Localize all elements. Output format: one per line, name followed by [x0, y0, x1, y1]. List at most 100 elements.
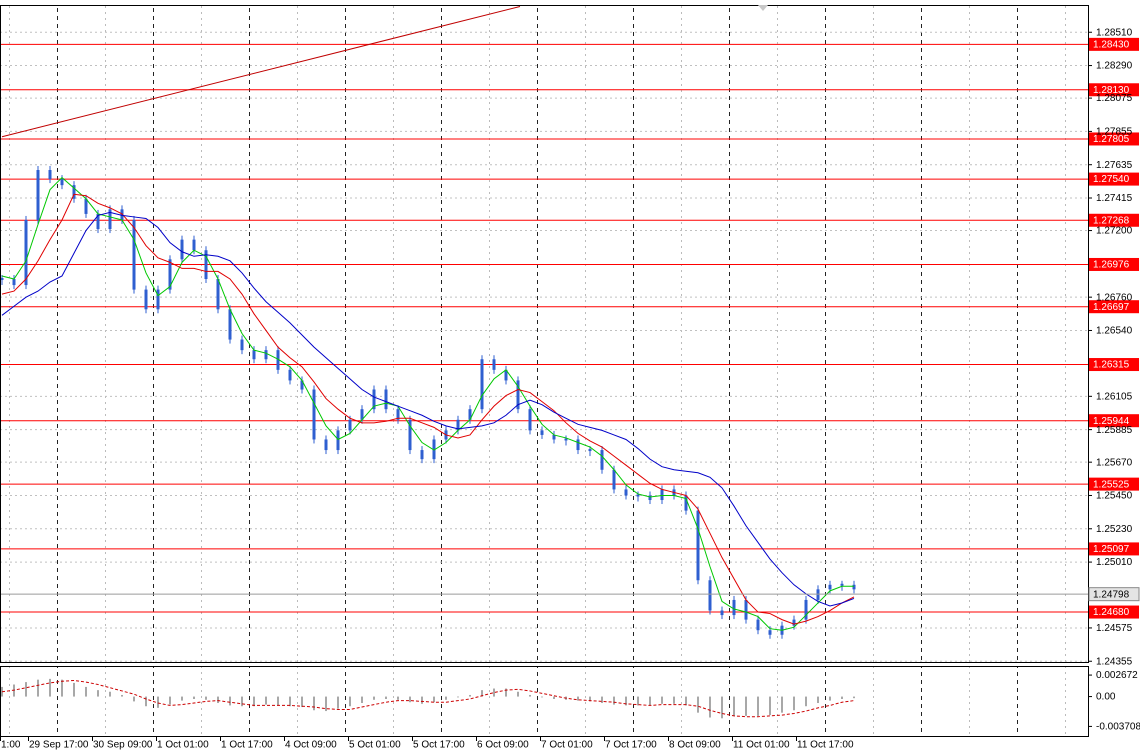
price-panel-frame: [0, 5, 1089, 663]
oscillator-bar: [433, 696, 436, 703]
oscillator-bar: [301, 696, 304, 708]
level-label: 1.26697: [1093, 302, 1130, 313]
level-label: 1.28430: [1093, 40, 1130, 51]
level-label-box: [1089, 132, 1139, 146]
oscillator-bar: [169, 696, 172, 705]
x-tick-label: 7 Oct 17:00: [605, 740, 657, 751]
oscillator-bar: [685, 696, 688, 706]
y-tick-label: 1.26105: [1096, 391, 1133, 402]
y-tick-label: 1.25010: [1096, 557, 1133, 568]
oscillator-bar: [445, 696, 448, 700]
moving-average: [1, 193, 855, 625]
oscillator-bar: [217, 696, 220, 704]
x-tick-label: 1:00: [1, 740, 21, 751]
oscillator-bar: [313, 696, 316, 711]
y-tick-label: 1.28290: [1096, 61, 1133, 72]
oscillator-bar: [757, 696, 760, 716]
y-tick-label: 0.002672: [1096, 670, 1138, 681]
oscillator-bar: [25, 682, 28, 697]
y-tick-label: 1.25450: [1096, 491, 1133, 502]
y-tick-label: 1.27415: [1096, 193, 1133, 204]
major-grid: [0, 666, 1088, 736]
oscillator-bar: [469, 694, 472, 697]
oscillator-bar: [397, 696, 400, 700]
level-label: 1.27268: [1093, 215, 1130, 226]
y-tick-label: 1.27200: [1096, 226, 1133, 237]
oscillator-bar: [769, 696, 772, 716]
major-grid: [0, 5, 1088, 662]
level-label: 1.24680: [1093, 607, 1130, 618]
oscillator-bar: [253, 696, 256, 707]
level-label-box: [1089, 542, 1139, 556]
level-label: 1.25097: [1093, 544, 1130, 555]
moving-average: [1, 176, 854, 631]
x-tick-label: 6 Oct 09:00: [477, 740, 529, 751]
level-label-box: [1089, 300, 1139, 314]
oscillator-bar: [625, 696, 628, 706]
oscillator-bar: [85, 686, 88, 697]
oscillator-bar: [805, 696, 808, 707]
y-tick-label: 1.25885: [1096, 425, 1133, 436]
moving-average: [1, 211, 855, 607]
x-tick-label: 1 Oct 01:00: [157, 740, 209, 751]
oscillator-bar: [337, 696, 340, 709]
level-label: 1.27805: [1093, 134, 1130, 145]
y-tick-label: 1.26760: [1096, 292, 1133, 303]
level-label-box: [1089, 257, 1139, 271]
oscillator-bar: [73, 682, 76, 697]
x-tick-label: 1 Oct 17:00: [221, 740, 273, 751]
oscillator-bar: [697, 696, 700, 713]
oscillator-bar: [421, 696, 424, 704]
oscillator-bar: [361, 696, 364, 704]
x-tick-label: 29 Sep 17:00: [29, 740, 89, 751]
level-label-box: [1089, 172, 1139, 186]
oscillator-bar: [541, 696, 544, 698]
level-label: 1.28130: [1093, 85, 1130, 96]
x-tick-label: 5 Oct 17:00: [413, 740, 465, 751]
oscillator-bar: [205, 696, 208, 700]
oscillator-bar: [109, 691, 112, 697]
level-label-box: [1089, 83, 1139, 97]
oscillator-bar: [481, 690, 484, 697]
level-label-box: [1089, 37, 1139, 51]
current-price-box: [1088, 587, 1140, 602]
oscillator-bar: [121, 694, 124, 697]
oscillator-bar: [97, 690, 100, 697]
x-tick-label: 11 Oct 01:00: [733, 740, 790, 751]
oscillator-bar: [37, 679, 40, 697]
y-tick-label: 1.24355: [1096, 656, 1133, 667]
oscillator-bar: [289, 696, 292, 707]
x-tick-label: 11 Oct 17:00: [797, 740, 854, 751]
y-tick-label: 1.28510: [1096, 27, 1133, 38]
y-tick-label: 1.27855: [1096, 127, 1133, 138]
oscillator-bar: [853, 696, 856, 699]
oscillator-bar: [649, 696, 652, 706]
level-label: 1.26976: [1093, 260, 1130, 271]
oscillator-bar: [241, 696, 244, 707]
current-price-label: 1.24798: [1093, 589, 1130, 600]
y-tick-label: 1.26540: [1096, 326, 1133, 337]
oscillator-bar: [529, 694, 532, 697]
trend-line: [1, 6, 521, 138]
level-label: 1.27540: [1093, 174, 1130, 185]
oscillator-bar: [577, 696, 580, 701]
x-tick-label: 30 Sep 09:00: [93, 740, 153, 751]
oscillator-bar: [553, 696, 556, 699]
x-tick-label: 5 Oct 01:00: [349, 740, 401, 751]
x-tick-label: 8 Oct 09:00: [669, 740, 721, 751]
oscillator-bar: [817, 696, 820, 704]
oscillator-bar: [145, 696, 148, 707]
y-tick-label: 1.25670: [1096, 457, 1133, 468]
oscillator-bar: [409, 696, 412, 703]
oscillator-bar: [157, 696, 160, 708]
x-tick-label: 4 Oct 09:00: [285, 740, 337, 751]
oscillator-bar: [733, 696, 736, 716]
oscillator-bar: [181, 696, 184, 701]
oscillator-bar: [505, 688, 508, 697]
oscillator-bar: [637, 696, 640, 706]
oscillator-bar: [661, 696, 664, 704]
oscillator-bar: [193, 696, 196, 699]
oscillator-bar: [517, 691, 520, 697]
level-label: 1.25525: [1093, 479, 1130, 490]
